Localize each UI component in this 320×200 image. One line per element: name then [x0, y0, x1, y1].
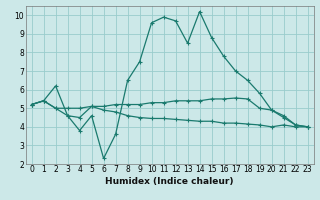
X-axis label: Humidex (Indice chaleur): Humidex (Indice chaleur) — [105, 177, 234, 186]
